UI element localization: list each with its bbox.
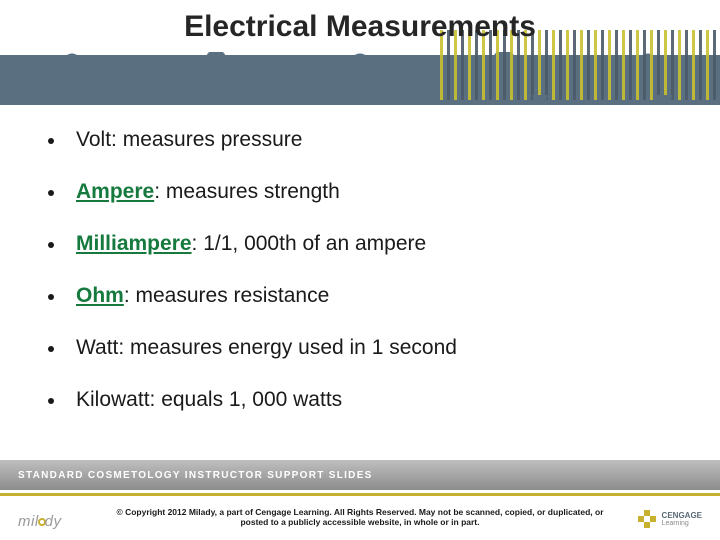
list-item: Watt: measures energy used in 1 second [48, 336, 672, 360]
bullet-text: Kilowatt: equals 1, 000 watts [76, 388, 342, 411]
copyright-text: © Copyright 2012 Milady, a part of Cenga… [0, 507, 720, 528]
list-item: Milliampere: 1/1, 000th of an ampere [48, 232, 672, 256]
rough-edge-bottom [0, 95, 720, 113]
slide-title: Electrical Measurements [0, 10, 720, 44]
bullet-icon [48, 190, 54, 196]
term-link[interactable]: Milliampere [76, 232, 192, 255]
footer-band: STANDARD COSMETOLOGY INSTRUCTOR SUPPORT … [0, 460, 720, 490]
bullet-list: Volt: measures pressure Ampere: measures… [48, 128, 672, 440]
bullet-text: Watt: measures energy used in 1 second [76, 336, 457, 359]
bullet-icon [48, 294, 54, 300]
bullet-icon [48, 242, 54, 248]
term-link[interactable]: Ampere [76, 180, 154, 203]
list-item: Ampere: measures strength [48, 180, 672, 204]
footer-accent-line [0, 493, 720, 496]
cengage-top: CENGAGE [662, 512, 702, 520]
bullet-icon [48, 398, 54, 404]
cengage-text: CENGAGE Learning [662, 512, 702, 527]
bullet-text: : measures resistance [124, 284, 329, 307]
list-item: Volt: measures pressure [48, 128, 672, 152]
term-link[interactable]: Ohm [76, 284, 124, 307]
footer: MILADY STANDARD COSMETOLOGY INSTRUCTOR S… [0, 460, 720, 540]
cengage-logo: CENGAGE Learning [638, 510, 702, 528]
list-item: Ohm: measures resistance [48, 284, 672, 308]
bullet-text: : 1/1, 000th of an ampere [192, 232, 427, 255]
cengage-bottom: Learning [662, 520, 702, 527]
bullet-icon [48, 138, 54, 144]
bullet-icon [48, 346, 54, 352]
bullet-text: : measures strength [154, 180, 340, 203]
cengage-mark-icon [638, 510, 656, 528]
list-item: Kilowatt: equals 1, 000 watts [48, 388, 672, 412]
bullet-text: Volt: measures pressure [76, 128, 302, 151]
